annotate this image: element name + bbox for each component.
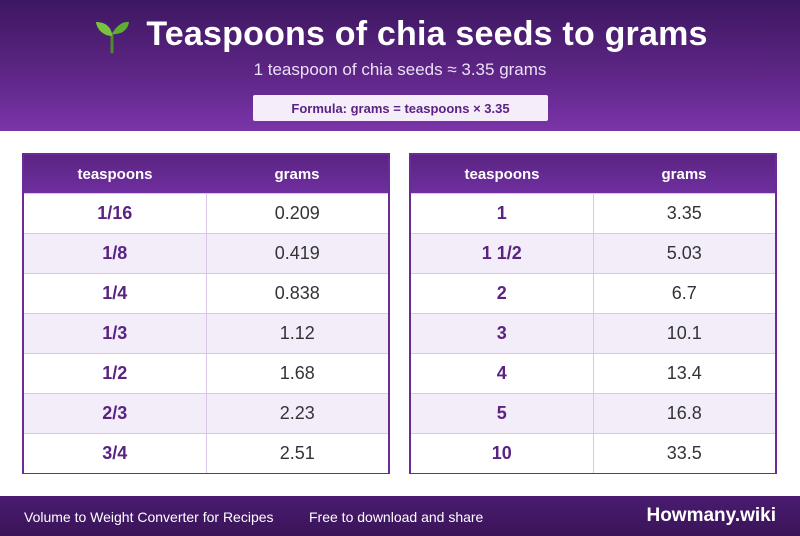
grams-cell: 5.03: [666, 243, 702, 263]
grams-cell: 3.35: [666, 203, 702, 223]
table-header: teaspoons grams: [411, 155, 775, 193]
footer-share-text: Free to download and share: [309, 509, 484, 525]
teaspoons-cell: 1/4: [24, 274, 207, 313]
table-header: teaspoons grams: [24, 155, 388, 193]
teaspoons-cell: 1 1/2: [411, 234, 594, 273]
page-title: Teaspoons of chia seeds to grams: [146, 14, 708, 53]
table-row: 5 16.8: [411, 393, 775, 433]
table-row: 4 13.4: [411, 353, 775, 393]
teaspoons-cell: 2/3: [24, 394, 207, 433]
teaspoons-cell: 3/4: [24, 434, 207, 473]
table-row: 1/3 1.12: [24, 313, 388, 353]
grams-cell: 16.8: [666, 403, 702, 423]
column-header-teaspoons: teaspoons: [464, 165, 540, 183]
table-row: 3/4 2.51: [24, 433, 388, 473]
teaspoons-cell: 1/8: [24, 234, 207, 273]
column-header-teaspoons: teaspoons: [77, 165, 153, 183]
teaspoons-cell: 2: [411, 274, 594, 313]
teaspoons-cell: 1/3: [24, 314, 207, 353]
table-row: 1/8 0.419: [24, 233, 388, 273]
table-row: 10 33.5: [411, 433, 775, 473]
grams-cell: 10.1: [666, 323, 702, 343]
teaspoons-cell: 10: [411, 434, 594, 473]
grams-cell: 1.68: [279, 363, 315, 383]
table-row: 3 10.1: [411, 313, 775, 353]
title-row: Teaspoons of chia seeds to grams: [0, 14, 800, 54]
grams-cell: 0.419: [274, 243, 320, 263]
table-body: 1/16 0.209 1/8 0.419 1/4 0.838 1/3 1.12 1/2 1…: [24, 193, 388, 473]
footer-converter-text: Volume to Weight Converter for Recipes: [24, 509, 274, 525]
conversion-table-right: teaspoons grams 1 3.35 1 1/2 5.03 2 6.7 3 10…: [409, 153, 777, 474]
teaspoons-cell: 1: [411, 194, 594, 233]
formula-badge: Formula: grams = teaspoons × 3.35: [253, 95, 548, 121]
table-row: 2/3 2.23: [24, 393, 388, 433]
table-row: 1 3.35: [411, 193, 775, 233]
table-row: 2 6.7: [411, 273, 775, 313]
table-row: 1/4 0.838: [24, 273, 388, 313]
teaspoons-cell: 1/2: [24, 354, 207, 393]
sprout-icon: [96, 21, 130, 54]
teaspoons-cell: 5: [411, 394, 594, 433]
grams-cell: 0.209: [274, 203, 320, 223]
table-row: 1/16 0.209: [24, 193, 388, 233]
column-header-grams: grams: [274, 165, 320, 183]
teaspoons-cell: 1/16: [24, 194, 207, 233]
grams-cell: 6.7: [671, 283, 697, 303]
column-header-grams: grams: [661, 165, 707, 183]
footer-bar: Volume to Weight Converter for Recipes F…: [0, 496, 800, 536]
grams-cell: 13.4: [666, 363, 702, 383]
grams-cell: 2.23: [279, 403, 315, 423]
table-body: 1 3.35 1 1/2 5.03 2 6.7 3 10.1 4 13.4 5 16.8 1…: [411, 193, 775, 473]
table-row: 1 1/2 5.03: [411, 233, 775, 273]
header-banner: Teaspoons of chia seeds to grams 1 teasp…: [0, 0, 800, 131]
grams-cell: 2.51: [279, 443, 315, 463]
grams-cell: 33.5: [666, 443, 702, 463]
teaspoons-cell: 4: [411, 354, 594, 393]
table-row: 1/2 1.68: [24, 353, 388, 393]
grams-cell: 0.838: [274, 283, 320, 303]
brand-logo-text[interactable]: Howmany.wiki: [646, 505, 776, 526]
grams-cell: 1.12: [279, 323, 315, 343]
conversion-table-left: teaspoons grams 1/16 0.209 1/8 0.419 1/4 0.…: [22, 153, 390, 474]
teaspoons-cell: 3: [411, 314, 594, 353]
page-subtitle: 1 teaspoon of chia seeds ≈ 3.35 grams: [253, 60, 547, 79]
